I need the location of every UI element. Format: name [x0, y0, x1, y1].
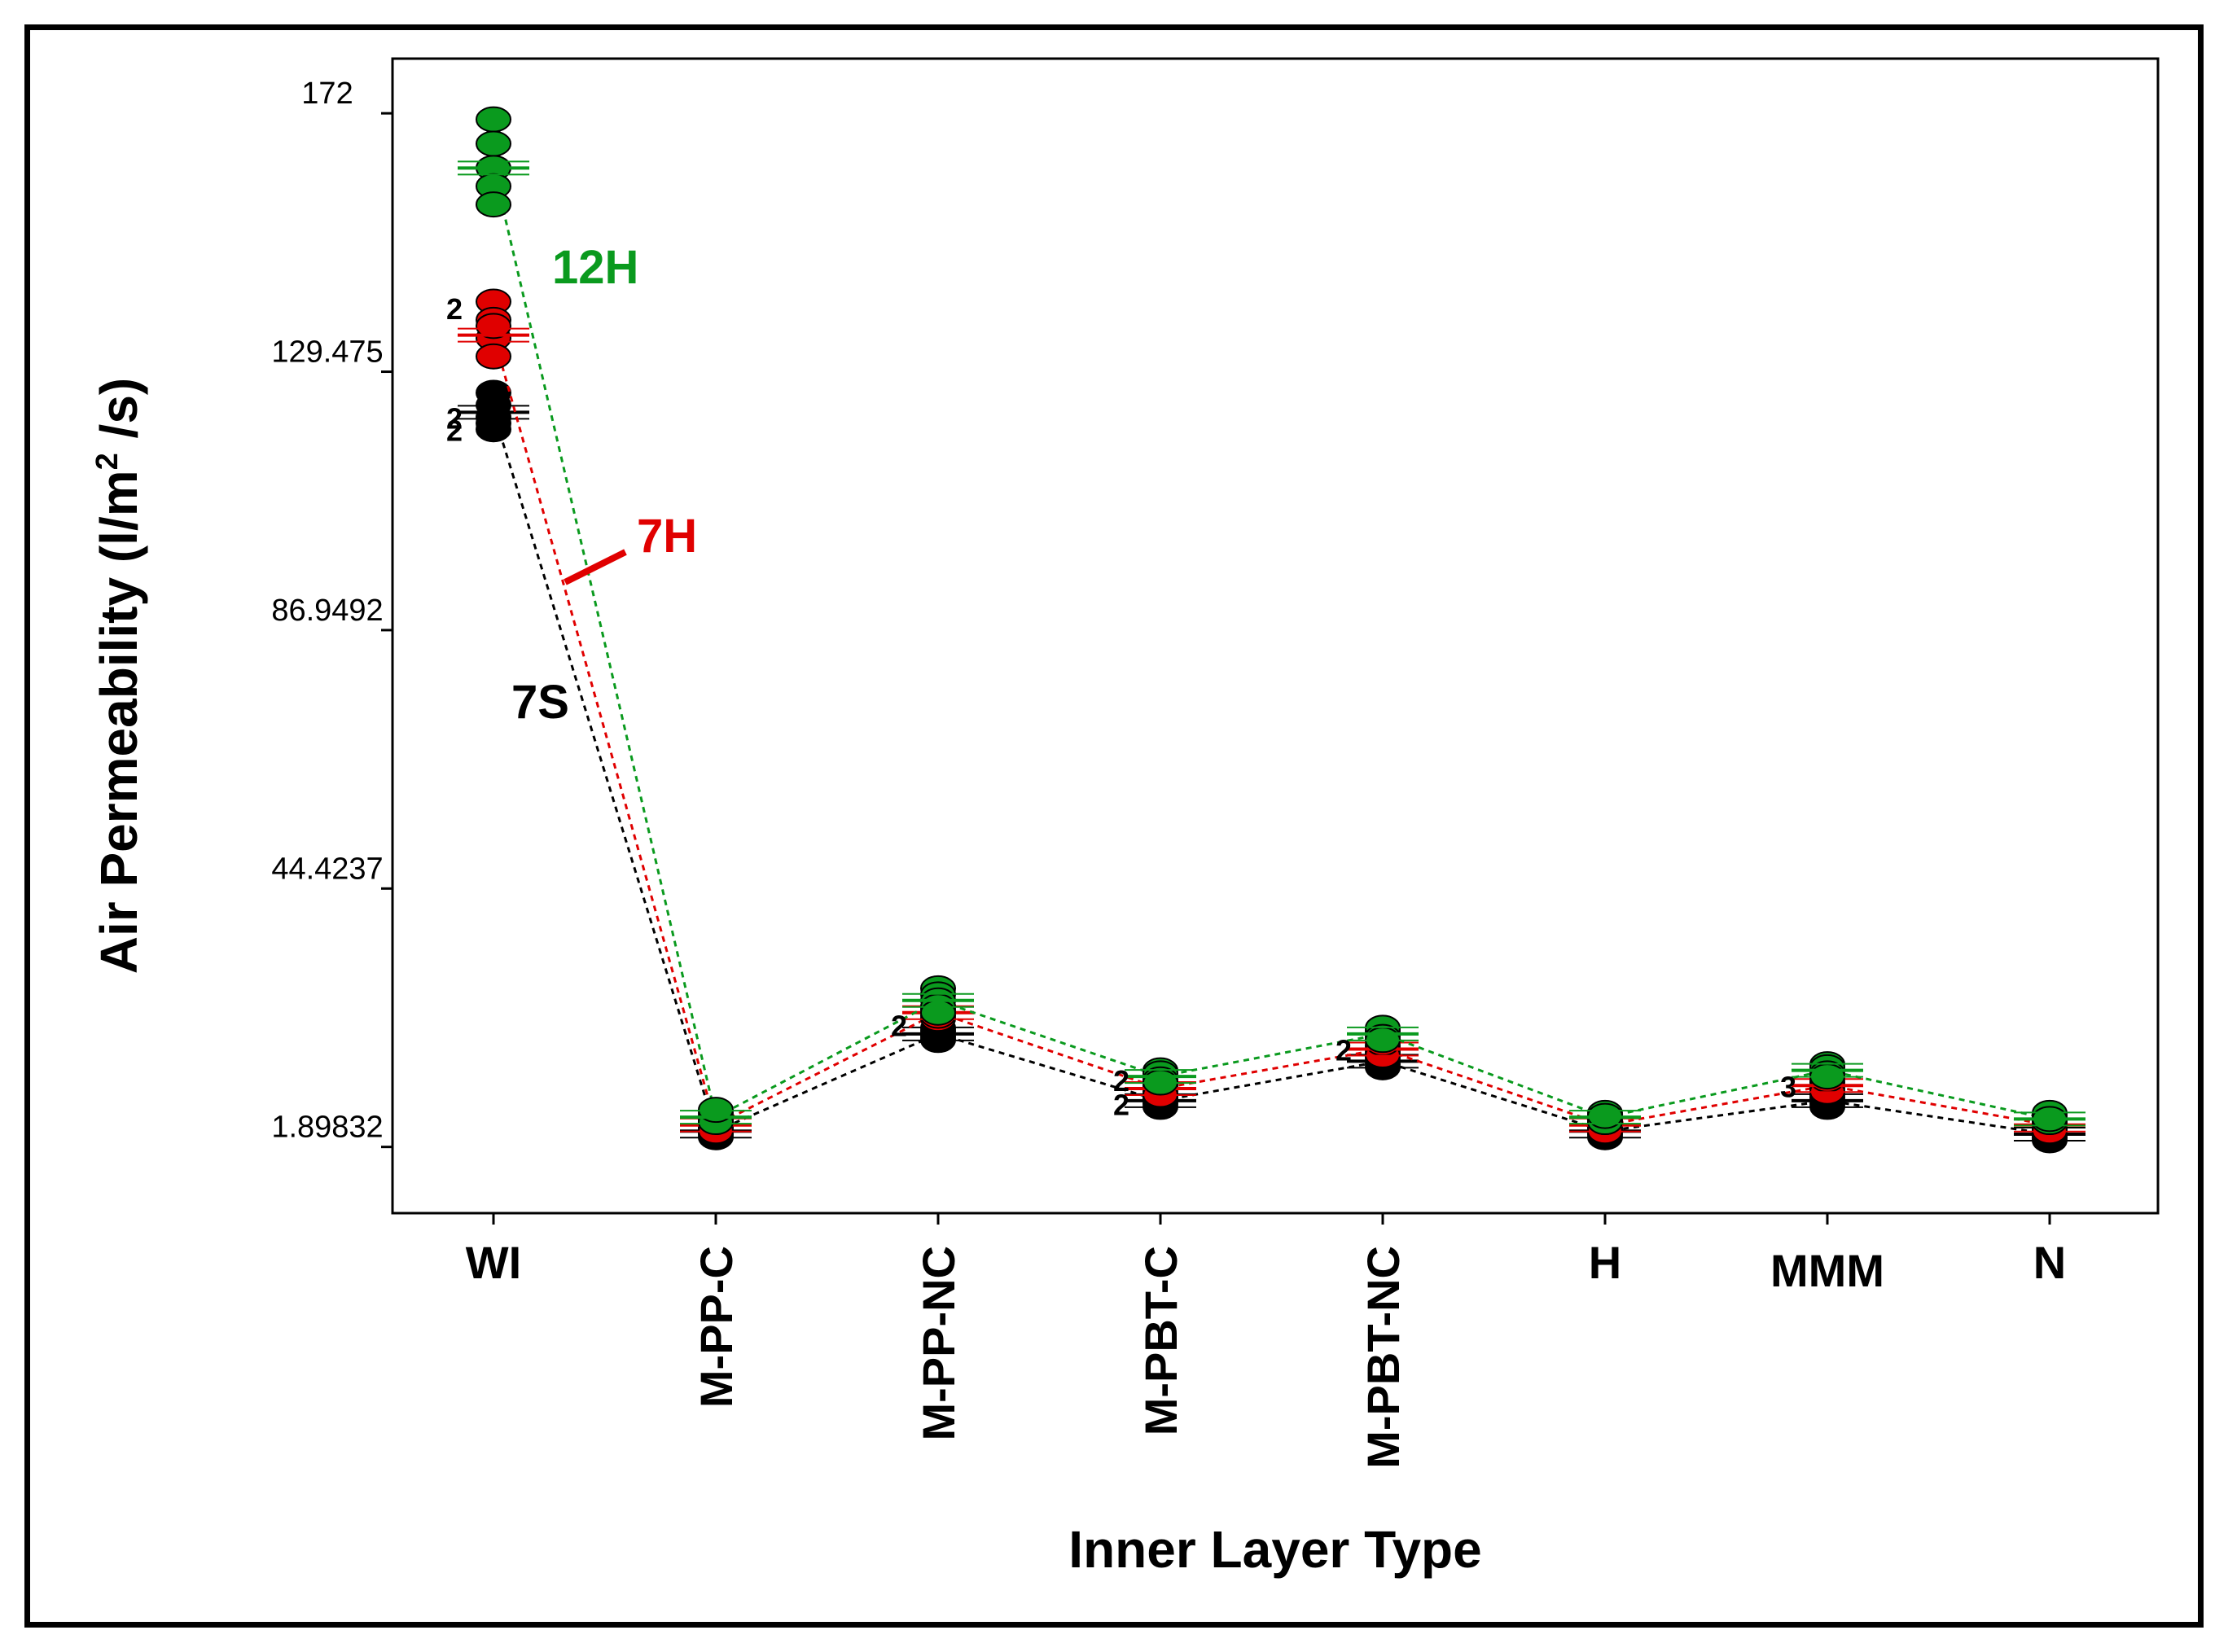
- count-annotation: 2: [446, 414, 463, 447]
- x-tick-label: MMM: [1770, 1245, 1884, 1296]
- data-point: [476, 313, 511, 340]
- data-point: [476, 106, 511, 133]
- series-label-12h: 12H: [552, 241, 638, 294]
- count-annotation: 2: [1335, 1033, 1352, 1067]
- y-tick-label: 129.475: [271, 335, 383, 370]
- series-label-7s: 7S: [511, 676, 569, 729]
- series-label-7h: 7H: [637, 510, 697, 563]
- y-axis-title-tail: /s): [90, 378, 148, 453]
- y-tick-label: 44.4237: [271, 852, 383, 886]
- x-tick-label: H: [1589, 1237, 1621, 1288]
- count-annotation: 2: [446, 292, 463, 326]
- x-tick-label: M-PBT-C: [1135, 1246, 1186, 1435]
- y-axis-title-sup: 2: [90, 453, 125, 470]
- data-point: [476, 416, 511, 443]
- chart-frame: [24, 24, 2204, 1628]
- count-annotation: 2: [891, 1010, 907, 1043]
- count-annotation: 2: [1113, 1089, 1129, 1122]
- x-tick-label: WI: [466, 1237, 521, 1288]
- data-point: [920, 999, 956, 1026]
- series-line: [492, 335, 2050, 1127]
- plot-area: [391, 57, 2160, 1215]
- y-axis-title: Air Permeability (l/m2 /s): [90, 378, 148, 974]
- series-12h: [458, 106, 2085, 1136]
- y-axis-title-main: Air Permeability (l/m: [90, 470, 148, 974]
- x-tick-label: M-PBT-NC: [1357, 1246, 1409, 1469]
- count-annotation: 2: [1113, 1064, 1129, 1098]
- x-tick-label: M-PP-NC: [913, 1246, 964, 1441]
- data-point: [476, 130, 511, 157]
- x-axis-title: Inner Layer Type: [1068, 1520, 1481, 1579]
- x-axis: WI M-PP-C M-PP-NC M-PBT-C M-PBT-NC H MMM N: [466, 1213, 2066, 1469]
- data-point: [476, 191, 511, 218]
- y-axis: 1.89832 44.4237 86.9492 129.475 172: [271, 77, 393, 1149]
- y-tick-label: 86.9492: [271, 594, 383, 628]
- x-tick-label: M-PP-C: [691, 1246, 742, 1408]
- series-label-7h-leader: [564, 549, 627, 585]
- y-tick-label: 1.89832: [271, 1111, 383, 1145]
- count-annotation: 2: [446, 401, 463, 435]
- series-line: [492, 167, 2050, 1120]
- series-layer: [458, 106, 2085, 1154]
- count-annotation: 3: [1780, 1070, 1796, 1103]
- x-tick-label: N: [2033, 1237, 2066, 1288]
- y-tick-label: 172: [301, 77, 353, 111]
- data-point: [476, 343, 511, 370]
